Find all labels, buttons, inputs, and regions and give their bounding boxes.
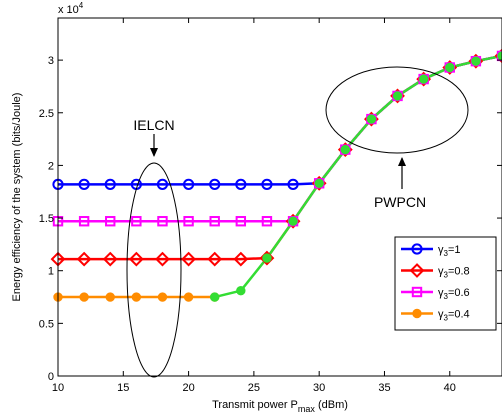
legend-item-3-point bbox=[412, 308, 422, 319]
series-4-point bbox=[418, 74, 429, 84]
ielcn-arrow-head bbox=[150, 148, 158, 157]
x-tick-label: 10 bbox=[52, 382, 64, 394]
series-4-point bbox=[288, 216, 298, 226]
pwpcn-ellipse bbox=[325, 66, 469, 154]
series-4-point bbox=[366, 114, 377, 124]
y-tick-label: 0 bbox=[48, 371, 54, 383]
x-axis-ticks: 10 15 20 25 30 35 40 bbox=[52, 18, 456, 394]
series-2-point bbox=[131, 216, 142, 227]
y-multiplier: x 104 bbox=[58, 1, 84, 16]
y-tick-label: 1 bbox=[48, 266, 54, 278]
series-3-point bbox=[183, 292, 194, 302]
y-multiplier-exp: 4 bbox=[79, 1, 84, 10]
y-axis-label: Energy efficiency of the system (bits/Jo… bbox=[11, 93, 23, 302]
legend-item-0-label: γ3=1 bbox=[438, 244, 461, 258]
series-4-point bbox=[340, 144, 350, 155]
annotation-ielcn-label: IELCN bbox=[133, 117, 174, 133]
y-tick-label: 3 bbox=[48, 55, 54, 67]
legend-box bbox=[394, 236, 497, 331]
series-2-point bbox=[183, 216, 194, 227]
y-tick-label: 0.5 bbox=[39, 318, 54, 330]
x-tick-label: 30 bbox=[313, 382, 325, 394]
annotation-ielcn: IELCN bbox=[126, 117, 182, 378]
series-4-point bbox=[445, 62, 455, 73]
annotation-pwpcn: PWPCN bbox=[325, 66, 469, 210]
series-2-point bbox=[209, 216, 220, 227]
series-0-point bbox=[78, 178, 90, 190]
legend-item-1-label: γ3=0.8 bbox=[438, 266, 470, 280]
series-1-point bbox=[128, 251, 144, 267]
series-1-point bbox=[102, 251, 118, 267]
series-2-point bbox=[78, 216, 90, 227]
y-tick-label: 2 bbox=[48, 160, 54, 172]
series-3-point bbox=[105, 292, 115, 302]
y-multiplier-base: x 10 bbox=[58, 4, 79, 16]
pwpcn-arrow-head bbox=[398, 157, 406, 166]
series-1-point bbox=[233, 251, 249, 267]
legend-item-3-label: γ3=0.4 bbox=[438, 309, 470, 323]
series-1-point bbox=[155, 251, 170, 267]
legend: γ3=1 γ3=0.8 γ3=0.6 γ3=0.4 bbox=[394, 236, 497, 331]
series-4-point bbox=[497, 51, 502, 61]
series-3-point bbox=[157, 292, 168, 302]
series-4-point bbox=[262, 253, 272, 263]
series-0-point bbox=[156, 178, 169, 190]
series-3-point bbox=[79, 292, 89, 302]
series-0-point bbox=[209, 178, 221, 190]
series-4-point bbox=[392, 91, 403, 101]
series-4-point bbox=[210, 292, 220, 302]
series-3-point bbox=[131, 292, 142, 302]
series-markers bbox=[50, 48, 502, 302]
series-0-point bbox=[235, 178, 247, 190]
series-1-point bbox=[207, 251, 223, 267]
series-0-point bbox=[182, 178, 195, 190]
series-2-point bbox=[261, 216, 273, 227]
y-axis-ticks: 0 0.5 1 1.5 2 2.5 3 bbox=[39, 55, 502, 383]
series-4-point bbox=[471, 56, 481, 66]
series-1-point bbox=[181, 251, 197, 267]
series-0-point bbox=[261, 178, 273, 190]
y-tick-label: 2.5 bbox=[39, 108, 54, 120]
x-axis-label-main: Transmit power P bbox=[212, 399, 298, 411]
x-tick-label: 40 bbox=[444, 382, 456, 394]
series-4-point bbox=[236, 286, 246, 296]
series-4-point bbox=[314, 178, 324, 189]
x-tick-label: 20 bbox=[182, 382, 194, 394]
ielcn-ellipse bbox=[126, 162, 182, 378]
series-0-point bbox=[287, 178, 299, 190]
x-tick-label: 15 bbox=[117, 382, 129, 394]
legend-item-2-label: γ3=0.6 bbox=[438, 287, 470, 301]
series-1-point bbox=[76, 251, 92, 267]
x-axis-label: Transmit power Pmax (dBm) bbox=[212, 399, 348, 414]
legend-items: γ3=1 γ3=0.8 γ3=0.6 γ3=0.4 bbox=[401, 243, 470, 323]
legend-item-2-point bbox=[411, 286, 423, 298]
x-tick-label: 35 bbox=[378, 382, 390, 394]
annotation-pwpcn-label: PWPCN bbox=[374, 194, 426, 210]
legend-item-1-point bbox=[409, 263, 425, 278]
legend-item-0-point bbox=[411, 243, 423, 255]
x-axis-label-sub: max bbox=[298, 404, 316, 414]
plot-frame bbox=[57, 17, 502, 377]
series-2-point bbox=[235, 216, 247, 227]
y-tick-label: 1.5 bbox=[39, 213, 54, 225]
x-tick-label: 25 bbox=[248, 382, 260, 394]
series-2-point bbox=[105, 216, 116, 227]
series-0-point bbox=[104, 178, 116, 190]
series-2-point bbox=[157, 216, 168, 227]
x-axis-label-unit: (dBm) bbox=[315, 399, 348, 411]
